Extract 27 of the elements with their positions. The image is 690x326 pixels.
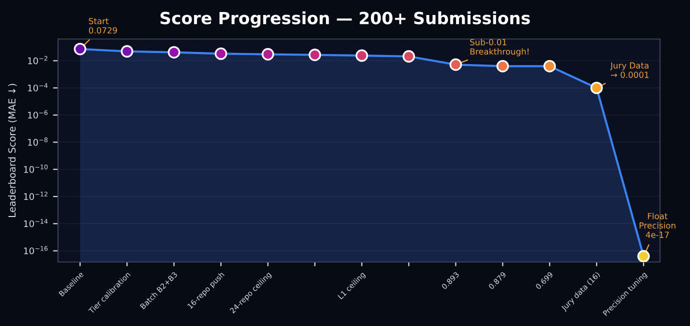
annotation: Jury Data → 0.0001 (610, 62, 649, 78)
point (308, 48, 322, 62)
y-tick-label: 10$^{−2}$ (28, 56, 48, 64)
point (402, 50, 415, 63)
point (543, 60, 556, 72)
point (214, 47, 228, 60)
point (496, 60, 509, 72)
annotation: Float Precision 4e-17 (640, 212, 676, 238)
y-tick-label: 10$^{−4}$ (28, 83, 48, 92)
annotation: Sub-0.01 Breakthrough! (470, 38, 528, 56)
point (450, 58, 462, 71)
point (590, 82, 603, 94)
point (168, 46, 180, 58)
y-tick-label: 10$^{−16}$ (24, 246, 48, 254)
y-tick-label: 10$^{−12}$ (24, 192, 48, 200)
y-axis-title: Leaderboard Score (MAE ↓) (8, 84, 17, 217)
point (637, 250, 650, 262)
y-tick-label: 10$^{−14}$ (24, 218, 48, 228)
point (120, 45, 134, 58)
point (74, 42, 86, 56)
y-tick-label: 10$^{−6}$ (28, 110, 48, 119)
y-tick-label: 10$^{−8}$ (28, 137, 48, 146)
annotation: Start 0.0729 (88, 18, 117, 34)
chart-title: Score Progression — 200+ Submissions (160, 11, 530, 28)
point (262, 48, 274, 60)
y-tick-label: 10$^{−10}$ (24, 164, 48, 173)
point (356, 49, 368, 62)
